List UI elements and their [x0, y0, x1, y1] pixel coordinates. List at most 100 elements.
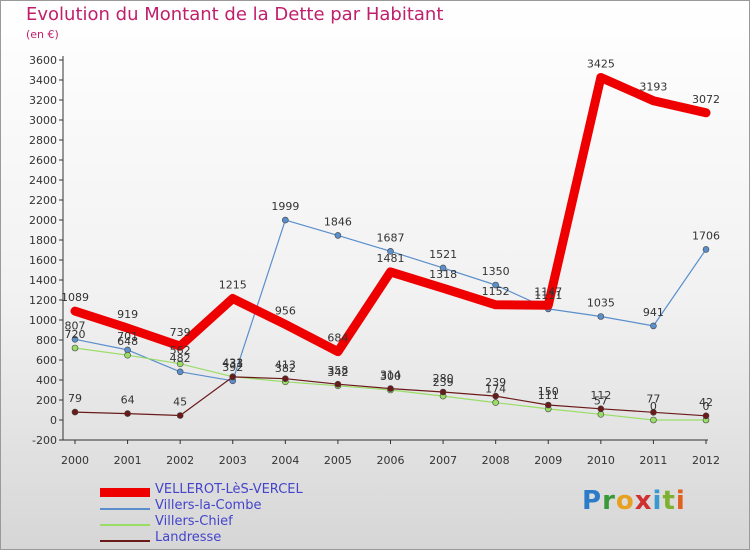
y-tick-label: 2600	[29, 154, 57, 167]
data-point	[439, 388, 447, 396]
data-point	[282, 375, 289, 383]
data-label: 1687	[377, 231, 405, 244]
y-tick-label: 2800	[29, 134, 57, 147]
data-point	[282, 216, 289, 224]
y-tick-label: 3000	[29, 114, 57, 127]
data-label: 1147	[534, 285, 562, 298]
y-tick-label: 200	[36, 394, 57, 407]
data-label: 300	[380, 370, 401, 383]
data-label: 1521	[429, 248, 457, 261]
x-tick-label: 2001	[114, 454, 142, 467]
data-point	[71, 344, 79, 352]
y-tick-label: 3600	[29, 54, 57, 67]
data-point	[71, 408, 79, 416]
data-label: 562	[170, 344, 191, 357]
data-label: 739	[170, 326, 191, 339]
legend-label: Villers-la-Combe	[155, 498, 262, 513]
data-label: 1089	[61, 291, 89, 304]
data-label: 482	[170, 352, 191, 365]
data-point	[597, 405, 605, 413]
data-point	[492, 392, 499, 400]
data-point	[71, 335, 79, 343]
legend-label: VELLEROT-LèS-VERCEL	[155, 482, 303, 497]
y-tick-label: 1600	[29, 254, 57, 267]
data-label: 77	[646, 392, 660, 405]
data-point	[334, 380, 342, 388]
data-label: 0	[703, 400, 710, 413]
x-tick-label: 2000	[61, 454, 89, 467]
y-tick-label: 3400	[29, 74, 57, 87]
data-label: 382	[275, 362, 296, 375]
y-tick-label: -200	[32, 434, 57, 447]
data-label: 57	[594, 394, 608, 407]
legend-swatch-landresse	[100, 540, 150, 542]
data-label: 358	[327, 364, 348, 377]
data-point	[650, 416, 657, 424]
data-label: 42	[699, 396, 713, 409]
data-label: 1111	[534, 289, 562, 302]
data-label: 314	[380, 369, 401, 382]
data-point	[387, 248, 394, 255]
data-point	[702, 246, 710, 253]
data-label: 3072	[692, 93, 720, 106]
y-tick-label: 400	[36, 374, 57, 387]
x-tick-label: 2010	[587, 454, 615, 467]
data-label: 239	[433, 376, 454, 389]
data-point	[492, 281, 499, 289]
data-label: 956	[275, 304, 296, 317]
data-label: 79	[68, 392, 82, 405]
y-tick-label: 800	[36, 334, 57, 347]
data-point	[124, 410, 131, 417]
data-point	[124, 351, 131, 359]
chart-subtitle: (en €)	[26, 28, 59, 41]
data-label: 342	[327, 366, 348, 379]
data-label: 3425	[587, 58, 615, 71]
data-label: 433	[222, 357, 243, 370]
data-point	[650, 408, 657, 416]
data-label: 431	[222, 357, 243, 370]
data-point	[229, 373, 237, 381]
data-label: 392	[222, 361, 243, 374]
x-tick-label: 2012	[692, 454, 720, 467]
legend-label: Landresse	[155, 530, 222, 545]
y-tick-label: 1000	[29, 314, 57, 327]
data-point	[176, 368, 184, 376]
data-point	[492, 399, 499, 406]
x-tick-label: 2007	[429, 454, 457, 467]
y-tick-label: 1200	[29, 294, 57, 307]
data-label: 1152	[482, 285, 510, 298]
data-point	[544, 401, 552, 409]
data-label: 239	[485, 376, 506, 389]
data-label: 1481	[377, 252, 405, 265]
data-point	[650, 322, 657, 330]
data-label: 1035	[587, 297, 615, 310]
y-tick-label: 2400	[29, 174, 57, 187]
y-tick-label: 3200	[29, 94, 57, 107]
series-line	[70, 73, 711, 357]
legend-label: Villers-Chief	[155, 514, 233, 529]
y-tick-label: 2000	[29, 214, 57, 227]
x-tick-label: 2005	[324, 454, 352, 467]
legend-swatch-villers-chief	[100, 524, 150, 526]
data-label: 1215	[219, 279, 247, 292]
data-label: 280	[433, 372, 454, 385]
data-label: 45	[173, 396, 187, 409]
data-point	[387, 385, 394, 392]
data-label: 941	[643, 306, 664, 319]
data-label: 648	[117, 335, 138, 348]
data-label: 64	[121, 394, 135, 407]
data-label: 150	[538, 385, 559, 398]
data-label: 720	[65, 328, 86, 341]
legend-swatch-vellerot	[100, 488, 150, 497]
data-label: 701	[117, 330, 138, 343]
x-tick-label: 2006	[377, 454, 405, 467]
y-tick-label: 1400	[29, 274, 57, 287]
data-label: 919	[117, 308, 138, 321]
data-label: 3193	[639, 81, 667, 94]
x-tick-label: 2002	[166, 454, 194, 467]
data-label: 1706	[692, 229, 720, 242]
data-label: 112	[590, 389, 611, 402]
data-point	[597, 410, 605, 418]
data-label: 684	[327, 332, 348, 345]
